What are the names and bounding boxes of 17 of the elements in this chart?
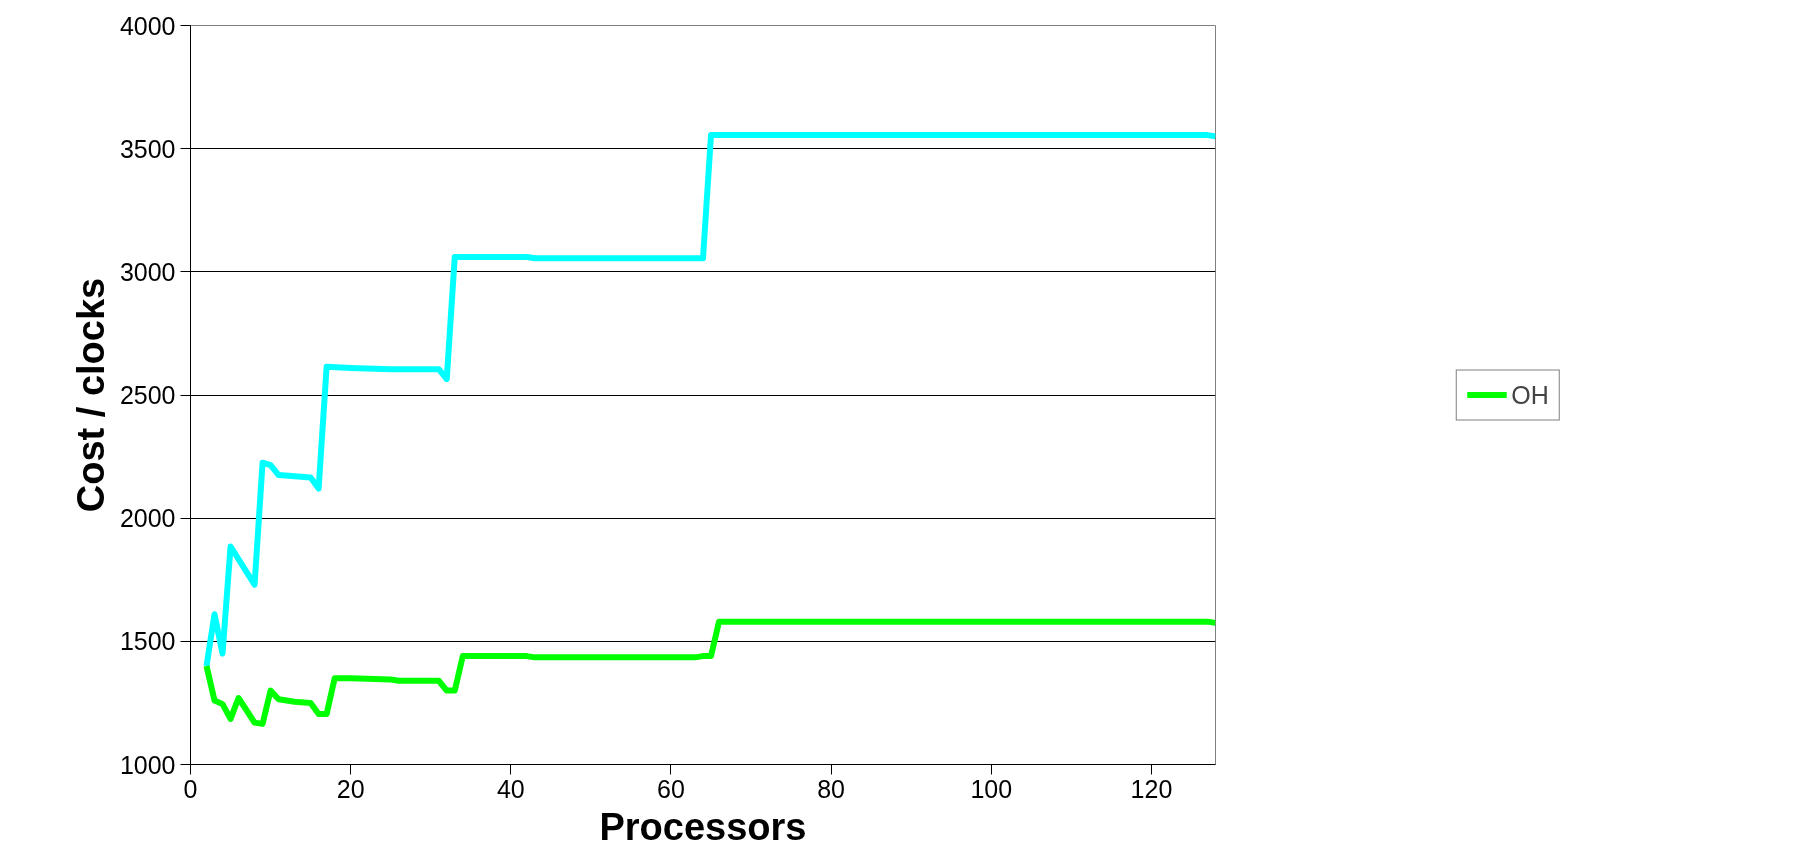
- y-tick-label: 1500: [119, 627, 176, 656]
- y-tick-label: 4000: [119, 11, 176, 40]
- x-tick-label: 100: [970, 774, 1013, 803]
- y-tick-label: 2000: [119, 504, 176, 533]
- y-axis-title: Cost / clocks: [69, 277, 112, 513]
- x-axis-title: Processors: [599, 805, 807, 848]
- x-tick-label: 60: [657, 774, 685, 803]
- y-tick-label: 3000: [119, 257, 176, 286]
- x-tick-label: 0: [183, 774, 198, 803]
- y-tick-label: 3500: [119, 134, 176, 163]
- x-tick-label: 80: [817, 774, 846, 803]
- y-tick-label: 1000: [119, 750, 176, 779]
- x-tick-label: 20: [336, 774, 365, 803]
- y-tick-label: 2500: [119, 381, 176, 409]
- x-tick-label: 120: [1130, 774, 1173, 803]
- x-tick-label: 40: [496, 774, 525, 803]
- legend-label: OH: [1511, 380, 1549, 409]
